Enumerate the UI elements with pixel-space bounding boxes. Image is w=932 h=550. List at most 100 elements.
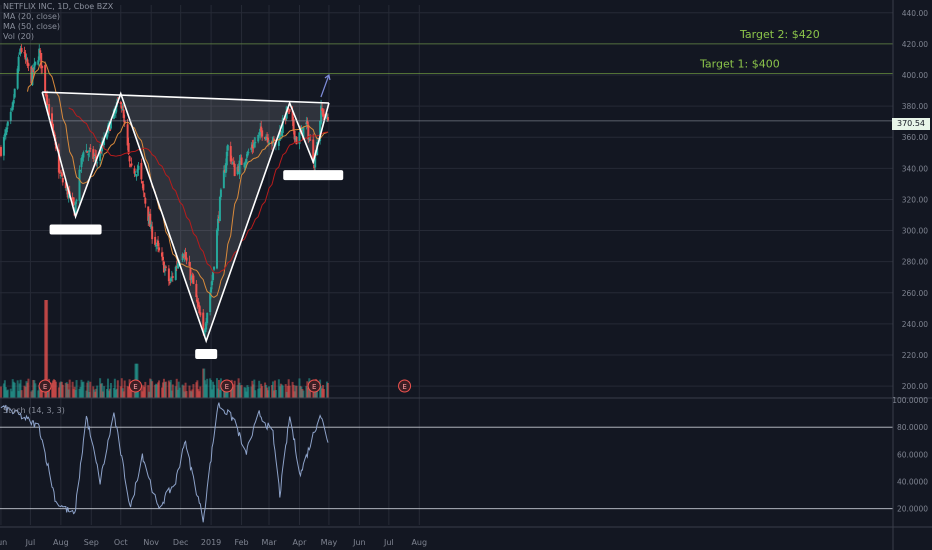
left-shoulder-marker [49,224,102,235]
candle-body [135,174,138,177]
candle-body [86,151,89,153]
candle-body [100,151,103,154]
volume-bar [68,379,71,398]
earnings-marker-label: E [402,383,406,391]
candle-body [199,312,202,316]
x-tick-label: May [321,538,338,547]
candle-body [72,197,75,206]
candle-body [326,117,329,121]
y-tick-label: 260.00 [902,289,928,298]
candle-body [216,218,219,231]
earnings-marker: E [38,379,52,393]
earnings-marker-circle [128,379,142,393]
candle-body [92,149,95,159]
neckline [42,91,329,104]
candle-body [37,60,40,65]
candle-body [144,198,147,204]
candle-body [46,94,49,106]
candle-body [13,88,16,98]
volume-bar [147,385,150,398]
volume-bar [13,382,16,398]
candle-body [261,130,264,137]
candle-body [171,276,174,278]
volume-bar [0,386,2,398]
candle-body [295,136,298,145]
stoch-legend: Stoch (14, 3, 3) [3,406,65,415]
candle-body [259,128,262,136]
candle-body [185,257,188,261]
earnings-marker-circle [307,379,321,393]
candle-body [167,268,170,282]
candle-body [260,126,263,132]
candle-body [12,99,15,104]
candle-body [66,186,69,198]
volume-bar [20,390,23,398]
candle-body [96,162,99,164]
volume-bar [75,380,78,398]
candle-body [188,261,191,267]
candle-body [278,130,281,141]
volume-bar [106,378,109,398]
candle-body [321,108,324,111]
candle-body [122,109,125,118]
candle-body [154,236,157,245]
y-tick-label: 360.00 [902,133,928,142]
breakout-arrowhead [324,73,331,81]
earnings-marker: E [307,379,321,393]
candle-body [151,226,154,240]
y-tick-label: 420.00 [902,40,928,49]
volume-bar [19,379,22,398]
earnings-marker-circle [220,379,234,393]
volume-bar [34,383,37,398]
candle-body [33,63,36,70]
candle-body [38,48,41,61]
earnings-marker: E [220,379,234,393]
legend-volume: Vol (20) [3,32,34,41]
volume-bar [16,380,19,398]
volume-bar [6,389,9,398]
candle-body [89,148,92,150]
candle-body [250,147,253,150]
candle-body [44,65,47,92]
candle-body [17,56,20,72]
stoch-tick-label: 80.0000 [897,423,928,432]
candle-body [93,157,96,159]
volume-bar [113,378,116,398]
legend-symbol: NETFLIX INC, 1D, Cboe BZX [3,2,114,11]
candle-body [85,150,88,153]
head-marker [195,349,218,359]
candle-body [0,147,2,156]
candle-body [205,321,208,330]
candle-body [189,267,192,281]
volume-bar [171,384,174,398]
volume-bar [288,385,291,398]
candle-body [78,169,81,201]
volume-bar [87,380,90,398]
volume-bar [213,384,216,398]
candle-body [114,107,117,114]
breakout-arrow [320,74,330,98]
earnings-marker-label: E [312,383,316,391]
candle-body [5,127,8,133]
y-tick-label: 200.00 [902,382,928,391]
x-tick-label: Mar [261,538,277,547]
candle-body [325,114,328,119]
candle-body [160,252,163,257]
candle-body [9,111,12,121]
volume-bar [46,300,49,398]
candle-body [48,104,51,116]
candle-body [163,268,166,271]
candle-body [140,162,143,180]
candle-body [168,281,171,284]
candle-body [222,170,225,189]
volume-bar [274,389,277,398]
x-tick-label: 2019 [201,538,221,547]
candle-body [79,170,82,172]
candle-body [177,264,180,267]
volume-bar [175,378,178,398]
candle-body [158,247,161,251]
volume-bar [185,391,188,398]
grid [0,5,893,525]
legend: NETFLIX INC, 1D, Cboe BZX MA (20, close)… [3,2,113,42]
candle-body [246,151,249,157]
